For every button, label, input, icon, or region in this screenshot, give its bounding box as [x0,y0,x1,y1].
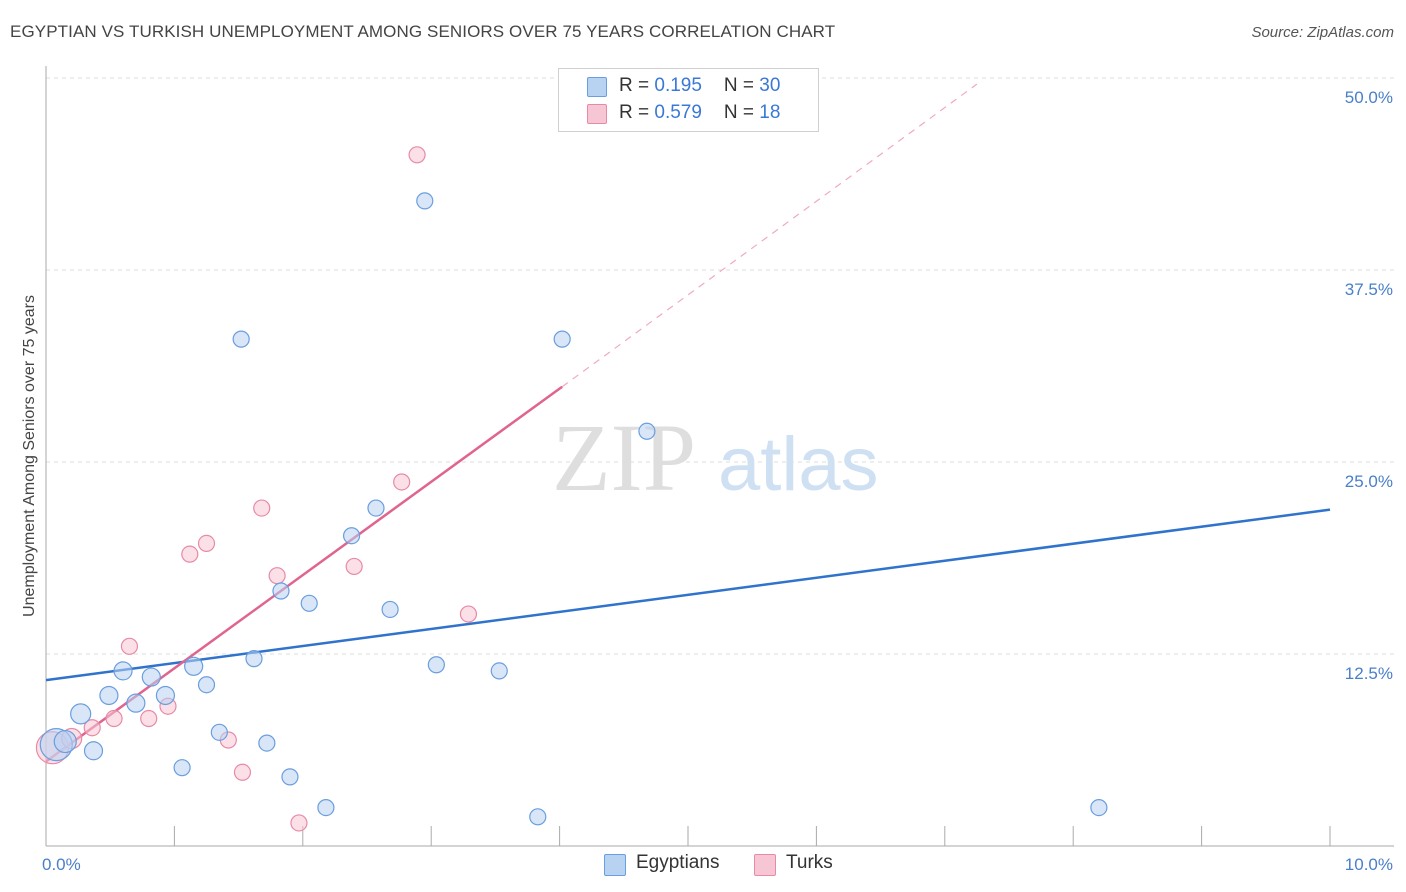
turks-point-8 [197,534,216,553]
egyptians-point-14 [245,650,263,668]
egyptians-point-11 [197,676,216,694]
y-tick-label-3: 50.0% [1345,88,1393,107]
egyptians-point-8 [155,685,176,706]
egyptians-legend-swatch [604,854,626,876]
egyptians-point-17 [281,768,299,786]
egyptians-point-22 [381,600,399,619]
egyptians-point-26 [529,808,547,826]
turks-point-2 [83,719,101,737]
turks-point-15 [393,473,411,491]
turks-legend-label: Turks [786,852,833,873]
turks-point-12 [268,567,286,585]
grid-lines [46,77,1394,655]
egyptians-point-6 [126,693,146,713]
x-tick-label-0: 0.0% [42,855,81,874]
turks-r-value: 0.579 [654,102,702,123]
correlation-legend: R = 0.195 N = 30 R = 0.579 N = 18 [558,68,819,132]
egyptians-point-21 [367,499,385,517]
y-tick-label-2: 37.5% [1345,280,1393,299]
egyptians-point-10 [184,656,204,676]
egyptians-point-7 [141,667,161,687]
turks-point-17 [459,605,478,623]
egyptians-r-value: 0.195 [654,75,702,96]
egyptians-swatch [587,77,607,97]
egyptians-point-15 [258,734,276,752]
watermark-zip: ZIP [552,404,696,511]
turks-point-3 [105,709,123,728]
egyptians-point-19 [317,798,335,817]
data-points [35,146,1108,832]
egyptians-point-16 [272,582,290,600]
egyptians-point-27 [553,330,571,348]
turks-n-value: 18 [759,102,781,123]
egyptians-point-18 [300,594,318,612]
egyptians-point-24 [427,656,445,674]
egyptians-point-13 [232,330,250,348]
turks-n-label: N = [723,102,760,123]
turks-swatch [587,104,607,124]
watermark-atlas: atlas [718,422,879,507]
axes [45,66,1394,847]
egyptians-point-2 [70,703,92,725]
turks-r-label: R = [619,102,655,123]
turks-point-7 [181,545,199,563]
egyptians-point-9 [173,759,191,777]
egyptians-point-4 [99,685,119,706]
egyptians-r-label: R = [619,75,655,96]
y-axis-label: Unemployment Among Seniors over 75 years [21,295,38,617]
chart-title: EGYPTIAN VS TURKISH UNEMPLOYMENT AMONG S… [10,22,836,41]
turks-point-16 [408,146,426,164]
egyptians-point-5 [113,661,133,681]
y-tick-label-1: 25.0% [1345,472,1393,491]
y-tick-label-0: 12.5% [1345,664,1393,683]
egyptians-legend-label: Egyptians [636,852,720,873]
egyptians-point-28 [638,422,656,440]
turks-point-13 [290,814,308,832]
egyptians-point-1 [53,729,77,754]
y-tick-labels: 12.5% 25.0% 37.5% 50.0% [1345,88,1393,683]
chart-source: Source: ZipAtlas.com [1251,24,1394,41]
turks-point-10 [233,763,252,781]
egyptians-trend-line [45,508,1331,682]
egyptians-point-23 [416,192,434,210]
turks-point-4 [120,637,139,655]
x-tick-label-1: 10.0% [1345,855,1393,874]
egyptians-n-label: N = [723,75,760,96]
egyptians-point-3 [83,741,104,761]
egyptians-n-value: 30 [759,75,781,96]
turks-point-14 [345,557,363,576]
egyptians-point-12 [210,723,228,741]
egyptians-point-25 [490,662,508,680]
egyptians-point-29 [1090,798,1108,817]
turks-trend-line [45,385,563,763]
turks-point-11 [253,499,271,517]
x-tick-labels: 0.0% 10.0% [42,855,1393,874]
egyptians-point-20 [342,527,361,545]
turks-point-5 [140,709,158,728]
turks-legend-swatch [754,854,776,876]
watermark: ZIP atlas [552,404,879,511]
